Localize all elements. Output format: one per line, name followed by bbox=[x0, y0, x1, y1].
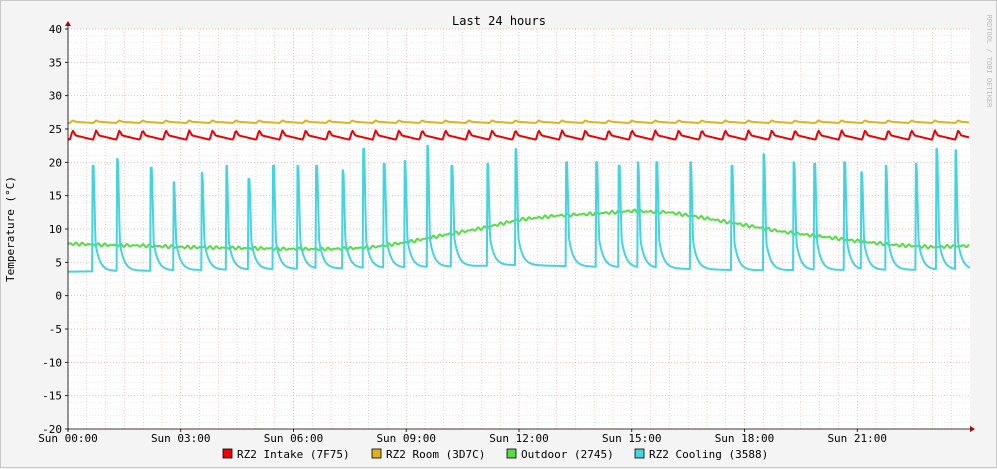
y-tick-label: 10 bbox=[49, 223, 62, 236]
watermark: RRDTOOL / TOBI OETIKER bbox=[985, 15, 993, 109]
y-axis-label: Temperature (°C) bbox=[4, 176, 17, 282]
x-axis-arrow bbox=[970, 426, 975, 432]
y-tick-label: 15 bbox=[49, 190, 62, 203]
legend-swatch-intake bbox=[222, 448, 233, 459]
y-axis-tick-labels: 40 35 30 25 20 15 10 5 0 -5 -10 -15 -20 bbox=[42, 23, 62, 436]
legend-item-outdoor: Outdoor (2745) bbox=[506, 448, 614, 461]
series-line-1 bbox=[68, 119, 969, 124]
x-tick-label: Sun 18:00 bbox=[715, 432, 775, 445]
y-tick-label: 0 bbox=[55, 290, 62, 303]
y-axis-arrow bbox=[65, 21, 71, 26]
x-tick-label: Sun 21:00 bbox=[827, 432, 887, 445]
x-tick-label: Sun 12:00 bbox=[489, 432, 549, 445]
x-tick-label: Sun 03:00 bbox=[151, 432, 211, 445]
y-tick-label: -15 bbox=[42, 390, 62, 403]
x-axis-tick-labels: Sun 00:00 Sun 03:00 Sun 06:00 Sun 09:00 Sun … bbox=[38, 432, 887, 445]
legend-label-cooling: RZ2 Cooling (3588) bbox=[649, 448, 768, 461]
legend-item-room: RZ2 Room (3D7C) bbox=[371, 448, 485, 461]
legend-label-intake: RZ2 Intake (7F75) bbox=[237, 448, 350, 461]
y-tick-label: 40 bbox=[49, 23, 62, 36]
legend-label-room: RZ2 Room (3D7C) bbox=[386, 448, 485, 461]
grid bbox=[67, 28, 970, 430]
y-tick-label: -5 bbox=[49, 323, 62, 336]
x-tick-label: Sun 15:00 bbox=[602, 432, 662, 445]
y-tick-label: -20 bbox=[42, 423, 62, 436]
chart-title: Last 24 hours bbox=[452, 14, 546, 28]
y-tick-label: 30 bbox=[49, 90, 62, 103]
legend-swatch-room bbox=[371, 448, 382, 459]
y-tick-label: 35 bbox=[49, 56, 62, 69]
series-line-0 bbox=[67, 129, 970, 141]
legend-item-intake: RZ2 Intake (7F75) bbox=[222, 448, 350, 461]
y-tick-label: 20 bbox=[49, 156, 62, 169]
y-tick-label: -10 bbox=[42, 356, 62, 369]
y-tick-label: 5 bbox=[55, 256, 62, 269]
legend-swatch-outdoor bbox=[506, 448, 517, 459]
series-group bbox=[67, 119, 971, 273]
legend-swatch-cooling bbox=[634, 448, 645, 459]
legend-item-cooling: RZ2 Cooling (3588) bbox=[634, 448, 768, 461]
axes bbox=[65, 21, 975, 432]
legend-label-outdoor: Outdoor (2745) bbox=[521, 448, 614, 461]
x-tick-label: Sun 00:00 bbox=[38, 432, 98, 445]
y-tick-label: 25 bbox=[49, 123, 62, 136]
x-tick-label: Sun 06:00 bbox=[264, 432, 324, 445]
series-line-3 bbox=[67, 144, 971, 273]
legend: RZ2 Intake (7F75) RZ2 Room (3D7C) Outdoo… bbox=[222, 448, 768, 461]
x-tick-label: Sun 09:00 bbox=[376, 432, 436, 445]
